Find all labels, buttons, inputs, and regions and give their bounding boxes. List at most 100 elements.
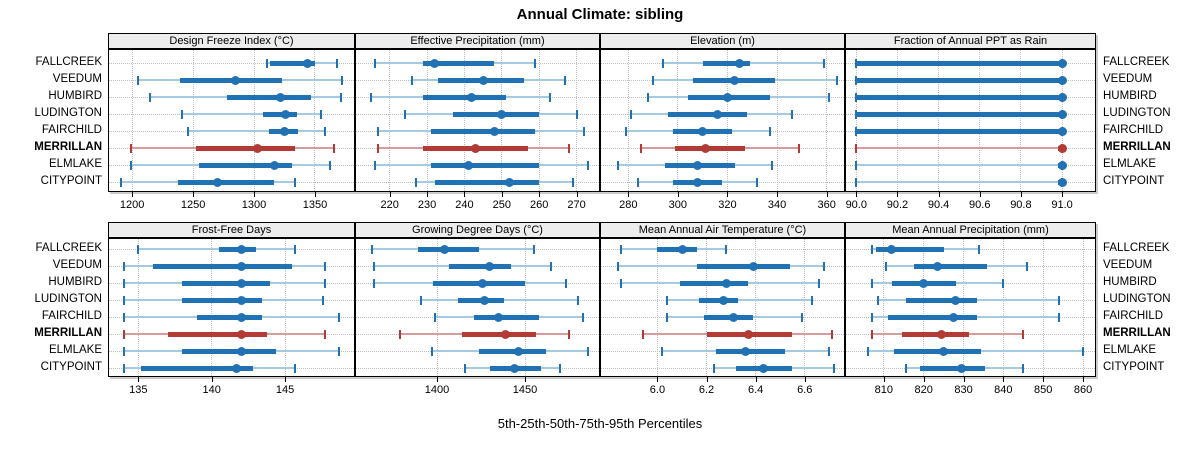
percentile-cap <box>652 76 655 85</box>
axis-tick-label: 1450 <box>512 384 538 396</box>
percentile-cap <box>833 364 836 373</box>
axis-tick <box>727 192 729 197</box>
axis-tick <box>539 192 541 197</box>
axis-tick <box>657 377 659 382</box>
axis-tick <box>427 192 429 197</box>
iqr-bar <box>473 315 540 320</box>
axis-tick-label: 90.0 <box>845 199 867 211</box>
median-dot <box>748 261 758 271</box>
axis-tick <box>1003 377 1005 382</box>
percentile-cap <box>586 161 589 170</box>
axis-tick <box>254 192 256 197</box>
gridline-vertical <box>576 50 578 191</box>
percentile-cap <box>372 279 375 288</box>
median-dot <box>887 244 897 254</box>
median-dot <box>485 261 495 271</box>
site-label-left: LUDINGTON <box>34 293 102 305</box>
axis-tick <box>628 192 630 197</box>
percentile-cap <box>549 93 552 102</box>
percentile-cap <box>1058 296 1061 305</box>
percentile-cap <box>534 59 537 68</box>
axis-tick-label: 1350 <box>302 199 328 211</box>
percentile-cap <box>568 144 571 153</box>
median-dot <box>236 244 246 254</box>
percentile-cap <box>564 76 567 85</box>
percentile-cap <box>137 76 140 85</box>
iqr-bar <box>887 315 978 320</box>
site-label-right: FALLCREEK <box>1103 242 1170 254</box>
percentile-cap <box>129 161 132 170</box>
median-dot <box>270 160 280 170</box>
percentile-cap <box>294 364 297 373</box>
gridline-vertical <box>979 50 981 191</box>
axis-tick <box>938 192 940 197</box>
iqr-bar <box>856 61 1063 66</box>
iqr-bar <box>901 332 970 337</box>
median-dot <box>253 143 263 153</box>
axis-tick-label: 360 <box>817 199 836 211</box>
median-dot <box>721 278 731 288</box>
percentile-cap <box>399 330 402 339</box>
percentile-cap <box>328 161 331 170</box>
median-dot <box>919 278 929 288</box>
axis-tick-label: 320 <box>718 199 737 211</box>
median-dot <box>693 160 703 170</box>
iqr-bar <box>449 264 511 269</box>
panel-header: Elevation (m) <box>600 33 845 49</box>
axis-tick <box>1020 192 1022 197</box>
iqr-bar <box>696 264 790 269</box>
site-label-right: MERRILLAN <box>1103 327 1171 339</box>
percentile-cap <box>323 279 326 288</box>
percentile-cap <box>181 110 184 119</box>
percentile-cap <box>801 313 804 322</box>
median-dot <box>236 312 246 322</box>
whisker-line <box>856 164 1063 166</box>
iqr-bar <box>856 112 1063 117</box>
median-dot <box>480 295 490 305</box>
percentile-cap <box>373 59 376 68</box>
whisker-line <box>667 299 813 301</box>
iqr-bar <box>179 78 283 83</box>
axis-tick <box>211 377 213 382</box>
gridline-vertical <box>314 50 316 191</box>
axis-tick <box>856 192 858 197</box>
percentile-cap <box>122 296 125 305</box>
axis-tick-label: 6.0 <box>649 384 666 396</box>
median-dot <box>1057 92 1067 102</box>
panel-body <box>600 238 845 377</box>
iqr-bar <box>453 112 540 117</box>
axis-tick <box>897 192 899 197</box>
axis-tick-label: 1400 <box>424 384 450 396</box>
percentile-cap <box>323 127 326 136</box>
percentile-cap <box>372 262 375 271</box>
percentile-cap <box>811 296 814 305</box>
axis-tick <box>193 192 195 197</box>
iqr-bar <box>716 349 786 354</box>
percentile-cap <box>338 313 341 322</box>
median-dot <box>231 75 241 85</box>
percentile-cap <box>464 364 467 373</box>
site-label-left: FAIRCHILD <box>41 310 102 322</box>
iqr-bar <box>699 298 739 303</box>
gridline-horizontal <box>109 62 354 64</box>
gridline-vertical <box>1061 50 1063 191</box>
iqr-bar <box>197 315 262 320</box>
percentile-cap <box>619 279 622 288</box>
axis-tick <box>677 192 679 197</box>
percentile-cap <box>137 245 140 254</box>
axis-tick-label: 1250 <box>180 199 206 211</box>
panel-body <box>355 49 600 192</box>
site-label-left: MERRILLAN <box>34 141 102 153</box>
percentile-cap <box>335 59 338 68</box>
percentile-cap <box>129 144 132 153</box>
percentile-cap <box>756 178 759 187</box>
iqr-bar <box>704 315 754 320</box>
site-label-right: VEEDUM <box>1103 73 1153 85</box>
axis-tick <box>1062 192 1064 197</box>
gridline-vertical <box>137 239 139 376</box>
percentile-cap <box>576 296 579 305</box>
panel-header: Effective Precipitation (mm) <box>355 33 600 49</box>
panel-body <box>355 238 600 377</box>
axis-tick <box>1083 377 1085 382</box>
